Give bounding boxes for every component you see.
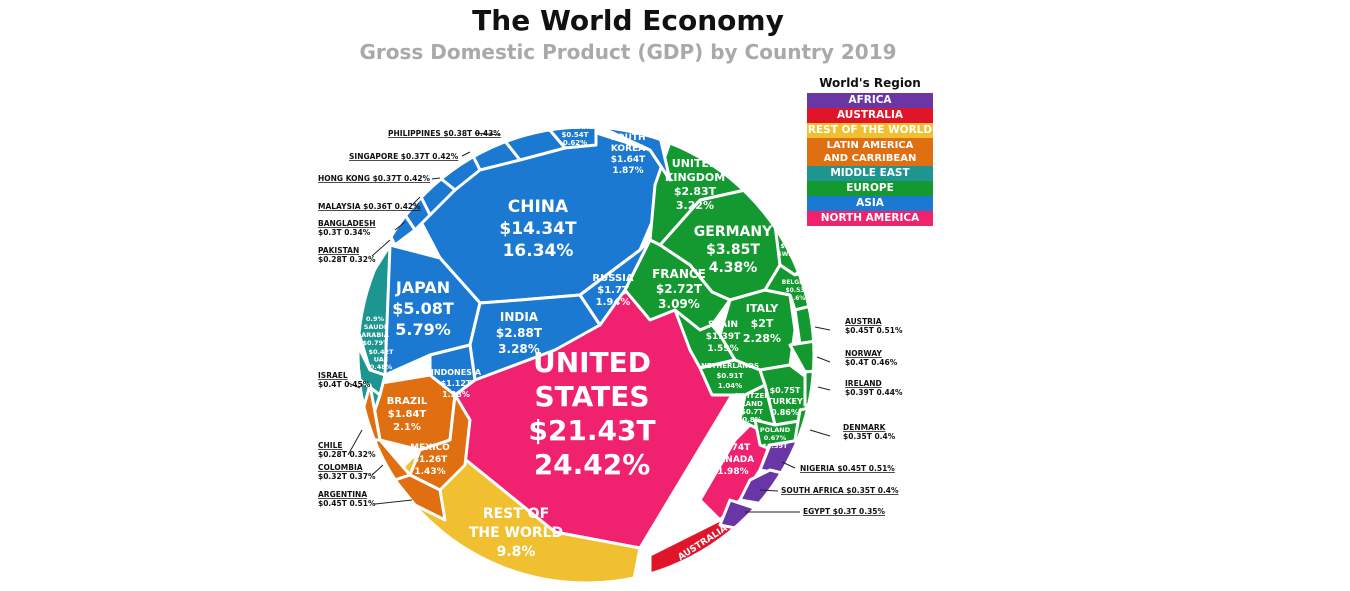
legend-items: AFRICA AUSTRALIA REST OF THE WORLD LATIN AM…	[807, 93, 933, 226]
cell-label-china: CHINA $14.34T 16.34%	[499, 197, 577, 261]
cell-label-uk: UNITED KINGDOM $2.83T 3.22%	[665, 157, 725, 212]
external-label-chile: CHILE $0.28T 0.32%	[318, 441, 376, 459]
cell-label-korea: SOUTH KOREA $1.64T 1.87%	[610, 133, 646, 176]
leader-line-israel	[347, 382, 361, 389]
legend-item-asia: ASIA	[807, 196, 933, 211]
external-label-norway: NORWAY $0.4T 0.46%	[845, 349, 898, 367]
external-label-pakistan: PAKISTAN $0.28T 0.32%	[318, 246, 376, 264]
cell-label-sweden: 0.6% $0.53T SWEDEN	[777, 235, 806, 258]
cell-label-turkey: $0.75T TURKEY 0.86%	[767, 386, 803, 417]
external-label-colombia: COLOMBIA $0.32T 0.37%	[318, 463, 376, 481]
cell-label-canada: $1.74T CANADA 1.98%	[712, 443, 755, 477]
legend-item-australia: AUSTRALIA	[807, 108, 933, 123]
cell-label-brazil: BRAZIL $1.84T 2.1%	[387, 396, 428, 433]
cell-label-netherlands: NETHERLANDS $0.91T 1.04%	[701, 362, 759, 390]
legend-item-north-america: NORTH AMERICA	[807, 211, 933, 226]
leader-line-hongkong	[431, 177, 441, 180]
leader-line-ireland	[817, 386, 831, 391]
external-label-bangladesh: BANGLADESH $0.3T 0.34%	[318, 219, 376, 237]
cell-label-switzerland: SWITZER LAND $0.7T 0.8%	[734, 392, 770, 424]
cell-label-italy: ITALY $2T 2.28%	[743, 302, 781, 345]
legend-item-africa: AFRICA	[807, 93, 933, 108]
cell-label-russia: RUSSIA $1.7T 1.94%	[592, 273, 633, 308]
cell-label-belgium: BELGIUM $0.53T 0.6%	[782, 279, 813, 302]
legend-item-middle-east: MIDDLE EAST	[807, 166, 933, 181]
cell-labels-layer: UNITED STATES $21.43T 24.42% CHINA $14.34T 16.…	[361, 123, 813, 574]
external-label-hongkong: HONG KONG $0.37T 0.42%	[318, 174, 431, 183]
external-labels-layer: PHILIPPINES $0.38T 0.43% SINGAPORE $0.37T…	[318, 129, 903, 516]
cell-label-mexico: MEXICO $1.26T 1.43%	[410, 443, 450, 477]
cell-label-india: INDIA $2.88T 3.28%	[496, 310, 543, 356]
cell-russia	[578, 238, 652, 327]
external-label-denmark: DENMARK $0.35T 0.4%	[843, 423, 896, 441]
leader-line-norway	[816, 356, 831, 363]
external-label-nigeria: NIGERIA $0.45T 0.51%	[800, 464, 895, 473]
leader-line-nigeria	[781, 461, 796, 469]
chart-title: The World Economy	[472, 4, 784, 37]
cell-label-saudi: 0.9% SAUDI ARABIA $0.79T	[361, 315, 388, 347]
cell-indonesia	[428, 343, 477, 397]
cell-label-japan: JAPAN $5.08T 5.79%	[392, 278, 454, 339]
leader-lines-layer	[347, 132, 831, 513]
cell-label-uae: $0.42T UAE 0.48%	[369, 348, 395, 371]
external-label-southafrica: SOUTH AFRICA $0.35T 0.4%	[781, 486, 899, 495]
cell-label-france: FRANCE $2.72T 3.09%	[652, 267, 706, 311]
cell-label-rest: REST OF THE WORLD 9.8%	[469, 506, 563, 560]
leader-line-malaysia	[411, 196, 421, 206]
leader-line-philippines	[474, 132, 501, 136]
external-label-ireland: IRELAND $0.39T 0.44%	[845, 379, 903, 397]
leader-line-argentina	[374, 499, 413, 505]
external-label-malaysia: MALAYSIA $0.36T 0.42%	[318, 202, 421, 211]
leader-line-bangladesh	[394, 221, 406, 231]
leader-line-singapore	[461, 151, 471, 157]
leader-line-chile	[347, 429, 363, 456]
leader-line-pakistan	[371, 239, 391, 257]
leader-line-austria	[814, 326, 831, 331]
external-label-singapore: SINGAPORE $0.37T 0.42%	[349, 152, 459, 161]
cell-label-poland: POLAND 0.67% $0.59T	[760, 426, 791, 450]
cell-label-thailand: THAILAND $0.54T 0.62%	[555, 123, 595, 147]
cell-label-spain: SPAIN $1.39T 1.59%	[706, 320, 741, 354]
external-label-egypt: EGYPT $0.3T 0.35%	[803, 507, 886, 516]
leader-line-southafrica	[759, 489, 779, 492]
legend-item-latin-america-and-carribean: LATIN AMERICA AND CARRIBEAN	[807, 138, 933, 166]
cell-label-usa: UNITED STATES $21.43T 24.42%	[528, 346, 655, 481]
chart-subtitle: Gross Domestic Product (GDP) by Country …	[359, 40, 897, 64]
cell-label-indonesia: INDONESIA $1.12T 1.28%	[431, 368, 482, 399]
external-label-israel: ISRAEL $0.4T 0.45%	[318, 371, 371, 389]
cell-spain	[673, 308, 737, 370]
external-label-philippines: PHILIPPINES $0.38T 0.43%	[388, 129, 501, 138]
legend-item-europe: EUROPE	[807, 181, 933, 196]
external-label-argentina: ARGENTINA $0.45T 0.51%	[318, 490, 376, 508]
legend-item-rest-of-the-world: REST OF THE WORLD	[807, 123, 933, 138]
chart-outer-ring	[356, 125, 816, 585]
cell-label-germany: GERMANY $3.85T 4.38%	[694, 224, 773, 276]
legend-title: World's Region	[819, 76, 921, 90]
legend: World's Region AFRICA AUSTRALIA REST OF TH…	[807, 76, 933, 226]
external-label-austria: AUSTRIA $0.45T 0.51%	[845, 317, 903, 335]
leader-line-denmark	[809, 429, 831, 437]
leader-line-colombia	[371, 464, 384, 476]
cell-norway	[788, 338, 814, 374]
